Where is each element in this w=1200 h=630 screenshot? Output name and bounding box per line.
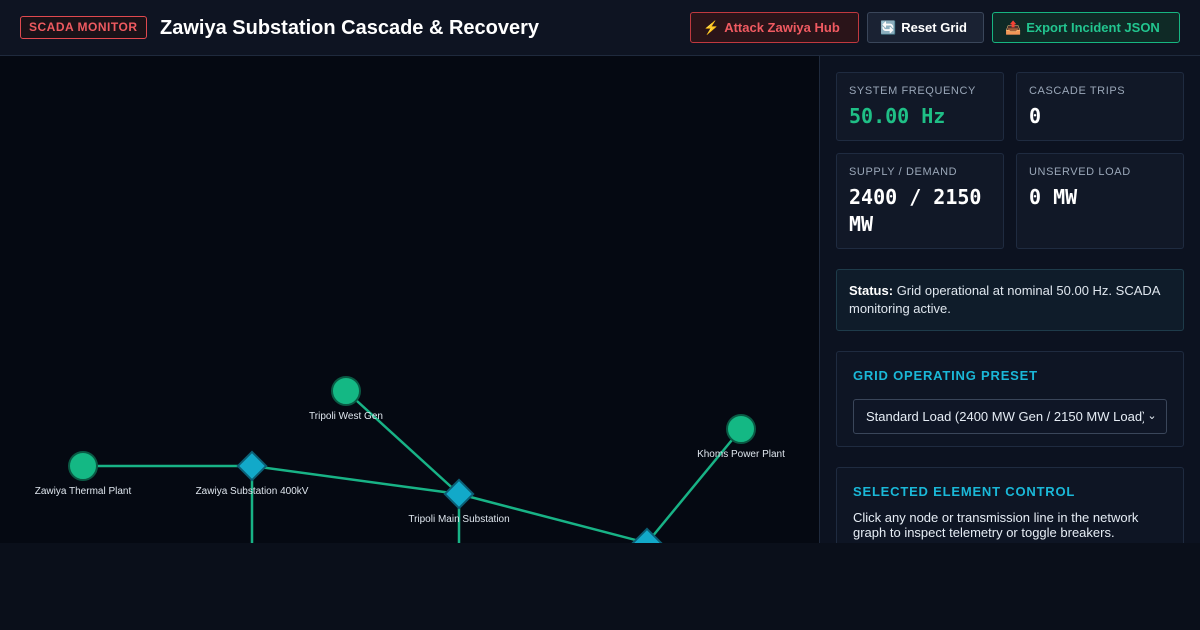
export-incident-json-button[interactable]: 📤 Export Incident JSON (992, 12, 1180, 43)
network-graph[interactable]: Tripoli West Gen Zawiya Thermal Plant Za… (0, 56, 820, 543)
attack-zawiya-hub-button[interactable]: ⚡ Attack Zawiya Hub (690, 12, 859, 43)
reset-button-label: Reset Grid (901, 20, 967, 35)
label-zawiya-thermal-plant: Zawiya Thermal Plant (35, 486, 132, 497)
grid-preset-title: GRID OPERATING PRESET (853, 368, 1038, 383)
status-message: Status: Grid operational at nominal 50.0… (836, 269, 1184, 331)
line-zawiya-sub-to-tripoli-main[interactable] (251, 464, 460, 496)
page-title: Zawiya Substation Cascade & Recovery (160, 17, 540, 39)
grid-preset-section: GRID OPERATING PRESET Standard Load (240… (836, 351, 1184, 447)
bottom-area (0, 543, 1200, 630)
unserved-load-label: UNSERVED LOAD (1029, 166, 1131, 178)
system-frequency-value: 50.00 Hz (849, 104, 946, 128)
network-graph-canvas[interactable]: Tripoli West Gen Zawiya Thermal Plant Za… (0, 56, 820, 543)
node-tripoli-west-gen[interactable] (331, 376, 361, 406)
unserved-load-card: UNSERVED LOAD 0 MW (1016, 153, 1184, 249)
scada-monitor-badge: SCADA MONITOR (20, 16, 147, 39)
reset-grid-button[interactable]: 🔄 Reset Grid (867, 12, 984, 43)
unserved-load-value: 0 MW (1029, 185, 1078, 209)
node-east-substation[interactable] (631, 527, 663, 543)
element-control-section: SELECTED ELEMENT CONTROL Click any node … (836, 467, 1184, 543)
attack-button-label: Attack Zawiya Hub (724, 20, 840, 35)
lightning-icon: ⚡ (703, 20, 720, 35)
line-tripoli-main-to-east-sub[interactable] (458, 492, 648, 543)
cascade-trips-value: 0 (1029, 104, 1042, 128)
grid-preset-selected-value: Standard Load (2400 MW Gen / 2150 MW Loa… (866, 409, 1147, 424)
line-khoms-to-east-sub[interactable] (646, 428, 742, 543)
supply-demand-value: 2400 / 2150 MW (849, 185, 982, 236)
grid-preset-select[interactable]: Standard Load (2400 MW Gen / 2150 MW Loa… (853, 399, 1167, 434)
node-zawiya-thermal-plant[interactable] (68, 451, 98, 481)
element-control-hint: Click any node or transmission line in t… (853, 510, 1139, 540)
status-text: Grid operational at nominal 50.00 Hz. SC… (849, 283, 1160, 316)
label-khoms-power-plant: Khoms Power Plant (697, 449, 785, 460)
node-khoms-power-plant[interactable] (726, 414, 756, 444)
supply-demand-label: SUPPLY / DEMAND (849, 166, 958, 178)
export-button-label: Export Incident JSON (1026, 20, 1160, 35)
label-tripoli-main-substation: Tripoli Main Substation (408, 514, 509, 525)
chevron-down-icon: ⌄ (1144, 400, 1160, 433)
node-tripoli-main-substation[interactable] (443, 478, 475, 510)
export-icon: 📤 (1005, 20, 1022, 35)
node-zawiya-substation[interactable] (236, 450, 268, 482)
refresh-icon: 🔄 (880, 20, 897, 35)
supply-demand-card: SUPPLY / DEMAND 2400 / 2150 MW (836, 153, 1004, 249)
status-label: Status: (849, 283, 894, 298)
element-control-title: SELECTED ELEMENT CONTROL (853, 484, 1076, 499)
label-tripoli-west-gen: Tripoli West Gen (309, 411, 383, 422)
top-bar: SCADA MONITOR Zawiya Substation Cascade … (0, 0, 1200, 56)
side-panel: SYSTEM FREQUENCY 50.00 Hz CASCADE TRIPS … (820, 56, 1200, 543)
line-tripoli-west-to-tripoli-main[interactable] (345, 390, 460, 495)
cascade-trips-label: CASCADE TRIPS (1029, 85, 1126, 97)
system-frequency-card: SYSTEM FREQUENCY 50.00 Hz (836, 72, 1004, 141)
cascade-trips-card: CASCADE TRIPS 0 (1016, 72, 1184, 141)
system-frequency-label: SYSTEM FREQUENCY (849, 85, 976, 97)
label-zawiya-substation: Zawiya Substation 400kV (196, 486, 309, 497)
